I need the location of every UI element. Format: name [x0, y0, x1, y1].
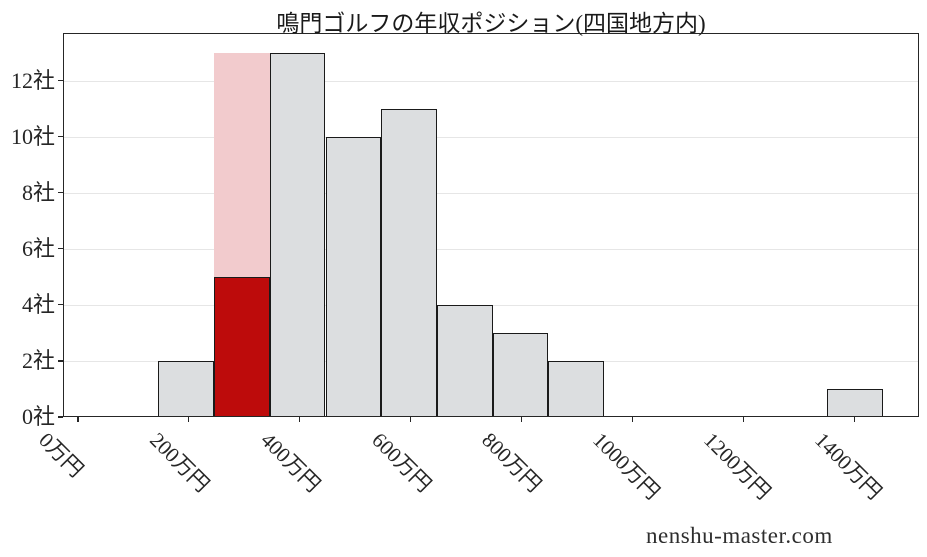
y-tick [57, 136, 63, 138]
histogram-bar [269, 52, 326, 417]
x-tick-label: 0万円 [34, 427, 89, 482]
x-tick [742, 417, 744, 422]
x-tick [853, 417, 855, 422]
histogram-bar [548, 360, 605, 417]
y-tick [57, 304, 63, 306]
y-tick [57, 192, 63, 194]
y-tick-label: 10社 [10, 123, 55, 149]
x-tick [299, 417, 301, 422]
plot-area [63, 33, 919, 417]
histogram-bar [826, 388, 883, 417]
y-tick [57, 360, 63, 362]
x-tick-label: 400万円 [255, 427, 325, 497]
y-gridline [63, 192, 919, 194]
x-tick-label: 600万円 [366, 427, 436, 497]
y-gridline [63, 248, 919, 250]
y-gridline [63, 136, 919, 138]
histogram-bar [436, 304, 493, 417]
x-tick-label: 200万円 [145, 427, 214, 497]
y-gridline [63, 80, 919, 82]
histogram-bar [381, 108, 437, 417]
chart-title: 鳴門ゴルフの年収ポジション(四国地方内) [276, 11, 706, 36]
x-tick [520, 417, 523, 422]
histogram-bar [492, 332, 549, 417]
x-tick [410, 417, 412, 422]
y-tick-label: 0社 [21, 404, 55, 429]
x-tick [188, 417, 190, 422]
y-tick-label: 6社 [21, 235, 55, 261]
x-tick [631, 417, 633, 422]
y-tick-label: 2社 [21, 347, 55, 373]
x-tick [77, 417, 79, 422]
x-tick-label: 800万円 [477, 427, 547, 497]
y-tick-label: 12社 [10, 67, 55, 93]
y-tick [57, 248, 63, 250]
y-tick [57, 80, 63, 82]
watermark: nenshu-master.com [646, 523, 833, 548]
histogram-bar [325, 136, 382, 417]
y-tick-label: 8社 [21, 179, 55, 205]
histogram-bar [158, 360, 215, 417]
y-tick-label: 4社 [21, 291, 55, 317]
x-tick-label: 1000万円 [588, 427, 665, 505]
company-position-bar [214, 276, 270, 417]
y-tick [57, 416, 63, 418]
x-tick-label: 1400万円 [810, 427, 887, 505]
x-tick-label: 1200万円 [699, 427, 776, 505]
